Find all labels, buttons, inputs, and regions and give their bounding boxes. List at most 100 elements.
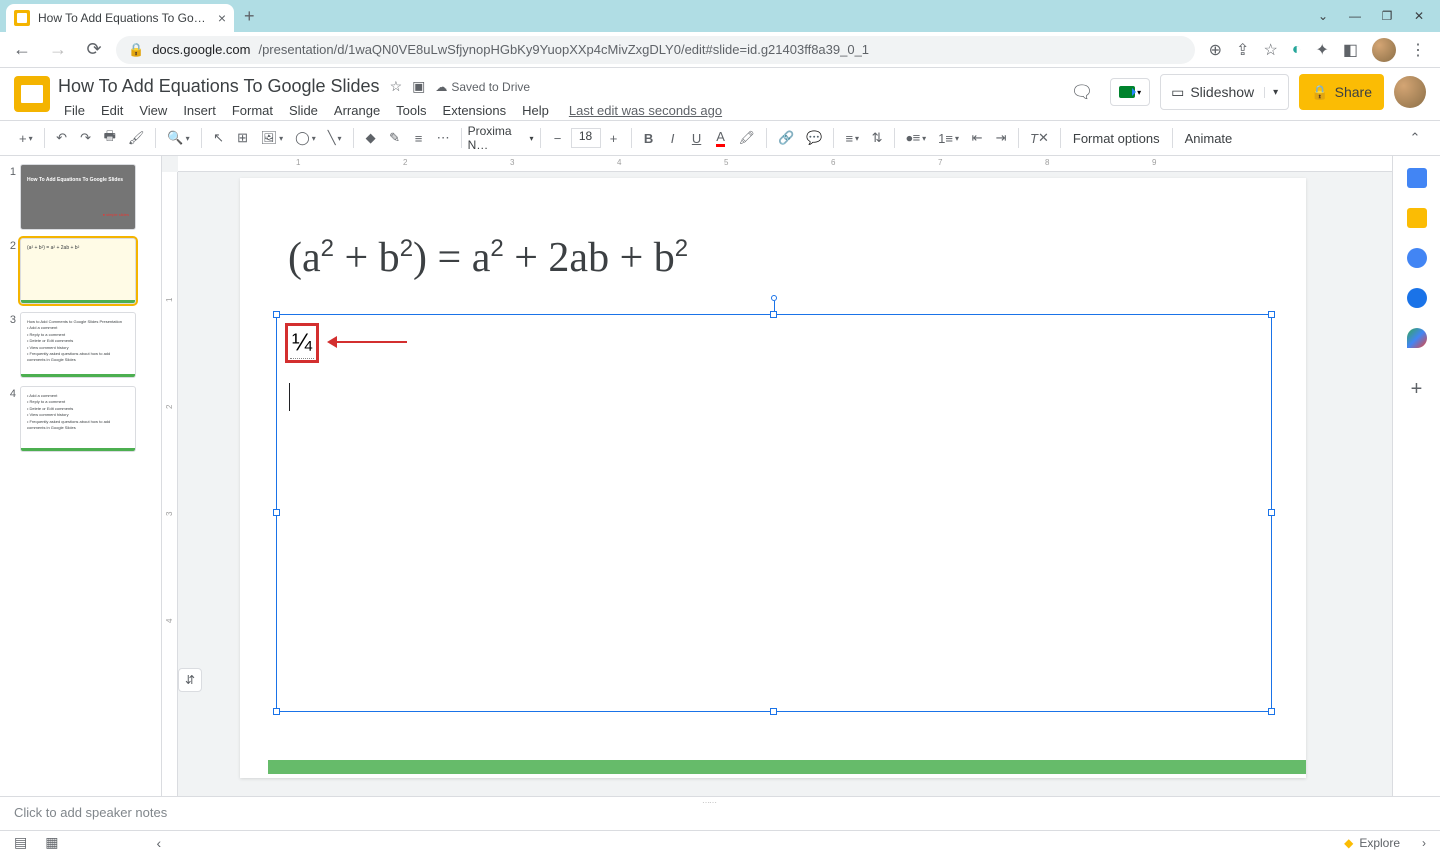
underline-icon[interactable]: U [686,127,708,150]
tab-close-icon[interactable]: × [218,10,226,26]
format-options-button[interactable]: Format options [1067,131,1166,146]
highlight-icon[interactable]: 🖍 [734,126,761,150]
line-tool-icon[interactable]: ╲▾ [323,126,347,150]
slide-canvas[interactable]: (a2 + b2) = a2 + 2ab + b2 ¼ [240,178,1306,778]
menu-view[interactable]: View [133,101,173,120]
resize-handle[interactable] [1268,311,1275,318]
animate-button[interactable]: Animate [1179,131,1239,146]
contacts-icon[interactable] [1407,288,1427,308]
maps-icon[interactable] [1407,328,1427,348]
collapse-filmstrip-icon[interactable]: ‹ [156,835,161,851]
grid-view-icon[interactable]: ▦ [45,834,58,851]
image-tool-icon[interactable]: 🖼▾ [256,126,289,150]
filmstrip-view-icon[interactable]: ▤ [14,834,27,851]
font-size-input[interactable]: 18 [571,128,601,148]
line-spacing-icon[interactable]: ⇅ [866,126,888,150]
redo-icon[interactable]: ↷ [75,126,97,150]
bookmark-icon[interactable]: ☆ [1263,40,1277,60]
zoom-dropdown[interactable]: 🔍▾ [162,126,194,150]
undo-icon[interactable]: ↶ [51,126,73,150]
forward-icon[interactable]: → [44,39,72,60]
zoom-icon[interactable]: ⊕ [1209,40,1222,60]
resize-handle[interactable] [1268,509,1275,516]
tasks-icon[interactable] [1407,248,1427,268]
selected-textbox[interactable]: ¼ [276,314,1272,712]
menu-tools[interactable]: Tools [390,101,432,120]
font-family-dropdown[interactable]: Proxima N…▾ [468,124,534,152]
slide-thumbnail-3[interactable]: How to Add Comments to Google Slides Pre… [20,312,136,378]
new-tab-button[interactable]: + [244,6,255,27]
hide-sidepanel-icon[interactable]: › [1422,836,1426,850]
bold-icon[interactable]: B [638,127,660,150]
canvas-area[interactable]: 1 2 3 4 5 6 7 8 9 1 2 3 4 (a2 + b2) = a2… [162,156,1392,796]
print-icon[interactable]: 🖶 [99,123,121,153]
last-edit-link[interactable]: Last edit was seconds ago [563,101,728,120]
menu-edit[interactable]: Edit [95,101,129,120]
star-icon[interactable]: ☆ [390,78,403,95]
border-weight-icon[interactable]: ≡ [408,127,430,150]
equation-text[interactable]: (a2 + b2) = a2 + 2ab + b2 [288,234,688,282]
bullet-list-icon[interactable]: ⦁≡▾ [901,126,931,150]
font-size-plus[interactable]: + [603,127,625,150]
meet-button[interactable]: ▾ [1110,78,1150,106]
clear-format-icon[interactable]: T✕ [1025,126,1054,150]
calendar-icon[interactable] [1407,168,1427,188]
caret-down-icon[interactable]: ⌄ [1316,9,1330,23]
comment-add-icon[interactable]: 💬 [801,126,827,150]
slide-thumbnail-1[interactable]: How To Add Equations To Google Slides ● … [20,164,136,230]
textbox-tool-icon[interactable]: ⊞ [232,126,254,150]
resize-handle[interactable] [273,708,280,715]
chrome-profile-avatar[interactable] [1372,38,1396,62]
fit-text-icon[interactable]: ⇵ [178,668,202,692]
reload-icon[interactable]: ⟳ [80,39,108,60]
border-color-icon[interactable]: ✎ [384,126,406,150]
sidepanel-icon[interactable]: ◧ [1343,40,1358,60]
slides-logo-icon[interactable] [14,76,50,112]
border-dash-icon[interactable]: ⋯ [432,126,455,150]
indent-increase-icon[interactable]: ⇥ [990,126,1012,150]
slideshow-dropdown-icon[interactable]: ▾ [1264,87,1278,98]
menu-help[interactable]: Help [516,101,555,120]
menu-insert[interactable]: Insert [177,101,222,120]
comments-icon[interactable]: 🗨 [1064,74,1100,110]
maximize-icon[interactable]: ❐ [1380,9,1394,23]
move-icon[interactable]: ▣ [412,78,425,95]
back-icon[interactable]: ← [8,39,36,60]
paint-format-icon[interactable]: 🖌 [123,126,150,150]
rotation-handle[interactable] [771,295,777,301]
align-icon[interactable]: ≡▾ [840,127,864,150]
indent-decrease-icon[interactable]: ⇤ [966,126,988,150]
select-tool-icon[interactable]: ↖ [208,126,230,150]
link-icon[interactable]: 🔗 [773,126,799,150]
menu-format[interactable]: Format [226,101,279,120]
menu-extensions[interactable]: Extensions [437,101,513,120]
resize-handle[interactable] [770,708,777,715]
share-button[interactable]: 🔒 Share [1299,74,1384,110]
chrome-menu-icon[interactable]: ⋮ [1410,40,1426,60]
browser-tab[interactable]: How To Add Equations To Google × [6,4,234,32]
close-window-icon[interactable]: ✕ [1412,9,1426,23]
share-page-icon[interactable]: ⇪ [1236,40,1249,60]
account-avatar[interactable] [1394,76,1426,108]
extensions-icon[interactable]: ✦ [1315,40,1328,60]
new-slide-button[interactable]: +▾ [14,127,38,150]
url-field[interactable]: 🔒 docs.google.com/presentation/d/1waQN0V… [116,36,1195,64]
text-color-icon[interactable]: A [710,125,732,151]
menu-file[interactable]: File [58,101,91,120]
resize-handle[interactable] [1268,708,1275,715]
resize-handle[interactable] [273,311,280,318]
resize-handle[interactable] [770,311,777,318]
font-size-minus[interactable]: − [547,127,569,150]
shape-tool-icon[interactable]: ◯▾ [290,126,321,150]
minimize-icon[interactable]: ― [1348,9,1362,23]
resize-handle[interactable] [273,509,280,516]
document-title[interactable]: How To Add Equations To Google Slides [58,76,380,97]
explore-button[interactable]: Explore [1359,836,1400,850]
slideshow-button[interactable]: ▭ Slideshow ▾ [1160,74,1289,110]
hide-menus-icon[interactable]: ⌃ [1404,126,1426,150]
notes-resize-grip[interactable] [702,793,738,797]
slide-thumbnail-2[interactable]: (a² + b²) = a² + 2ab + b² [20,238,136,304]
numbered-list-icon[interactable]: 1≡▾ [933,127,964,150]
speaker-notes[interactable]: Click to add speaker notes [0,796,1440,830]
extension-icon-1[interactable]: ◐ [1292,41,1302,59]
